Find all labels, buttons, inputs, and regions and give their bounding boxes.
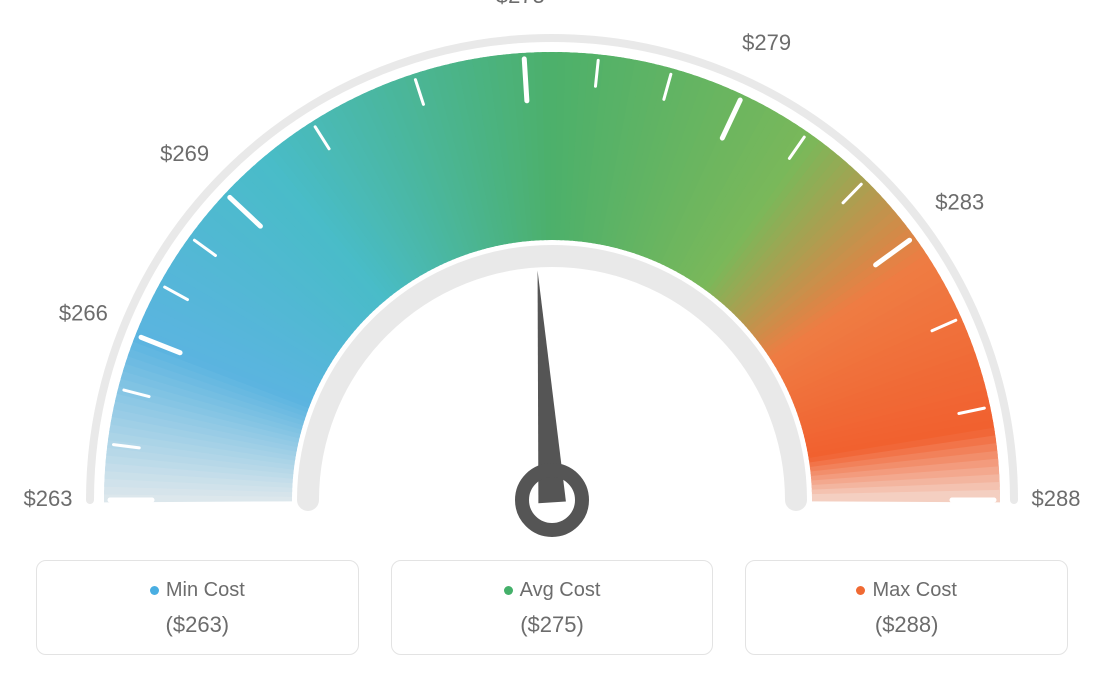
legend-dot-max <box>856 586 865 595</box>
legend-dot-avg <box>504 586 513 595</box>
svg-text:$288: $288 <box>1032 486 1081 511</box>
gauge-chart: $263 $266 $269 $275 $279 $283 $288 <box>0 0 1104 560</box>
svg-text:$275: $275 <box>496 0 545 8</box>
legend-card-avg: Avg Cost ($275) <box>391 560 714 655</box>
legend-text-max: Max Cost <box>872 579 956 601</box>
legend-label-max: Max Cost <box>746 579 1067 602</box>
legend-label-avg: Avg Cost <box>392 579 713 602</box>
legend-value-max: ($288) <box>746 612 1067 638</box>
legend-text-min: Min Cost <box>166 579 245 601</box>
legend-text-avg: Avg Cost <box>520 579 601 601</box>
svg-text:$269: $269 <box>160 141 209 166</box>
legend-card-max: Max Cost ($288) <box>745 560 1068 655</box>
svg-text:$279: $279 <box>742 30 791 55</box>
legend-dot-min <box>150 586 159 595</box>
legend-row: Min Cost ($263) Avg Cost ($275) Max Cost… <box>0 560 1104 655</box>
legend-label-min: Min Cost <box>37 579 358 602</box>
svg-text:$283: $283 <box>935 190 984 215</box>
legend-card-min: Min Cost ($263) <box>36 560 359 655</box>
legend-value-min: ($263) <box>37 612 358 638</box>
svg-text:$263: $263 <box>24 486 73 511</box>
svg-text:$266: $266 <box>59 300 108 325</box>
legend-value-avg: ($275) <box>392 612 713 638</box>
